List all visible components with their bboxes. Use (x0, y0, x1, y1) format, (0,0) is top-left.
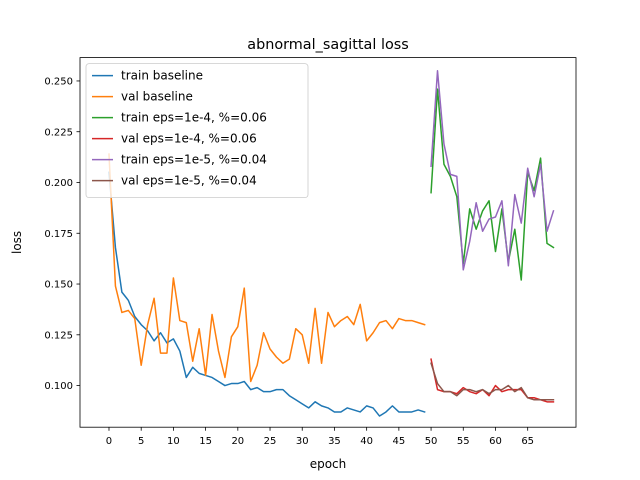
chart-title: abnormal_sagittal loss (247, 37, 409, 53)
x-axis-ticks: 0 5 10 15 20 25 30 35 40 45 50 55 60 65 (106, 427, 534, 447)
legend-label: val baseline (121, 90, 193, 104)
x-tick-label: 30 (296, 436, 309, 447)
legend-box (85, 63, 309, 198)
legend-label: val eps=1e-4, %=0.06 (121, 132, 257, 146)
series-line-1 (108, 153, 426, 383)
y-tick-label: 0.150 (44, 280, 73, 291)
legend-label: train eps=1e-5, %=0.04 (121, 153, 267, 167)
series-line-5 (430, 362, 555, 401)
legend-label: train baseline (121, 69, 203, 83)
y-tick-label: 0.200 (44, 178, 73, 189)
x-tick-label: 20 (231, 436, 244, 447)
series-layer (108, 70, 555, 417)
x-tick-label: 35 (328, 436, 341, 447)
x-tick-label: 10 (167, 436, 180, 447)
y-tick-label: 0.125 (44, 330, 73, 341)
x-tick-label: 40 (360, 436, 373, 447)
legend-label: train eps=1e-4, %=0.06 (121, 111, 267, 125)
y-tick-label: 0.175 (44, 229, 73, 240)
y-tick-label: 0.250 (44, 77, 73, 88)
legend: train baseline val baseline train eps=1e-4… (85, 63, 309, 198)
x-tick-label: 55 (457, 436, 470, 447)
series-line-2 (430, 88, 555, 281)
y-tick-label: 0.225 (44, 127, 73, 138)
x-tick-label: 5 (138, 436, 144, 447)
y-axis-label: loss (10, 231, 24, 254)
y-axis-ticks: 0.100 0.125 0.150 0.175 0.200 0.225 0.250 (44, 77, 80, 392)
x-tick-label: 50 (425, 436, 438, 447)
x-axis-label: epoch (310, 457, 347, 471)
x-tick-label: 60 (489, 436, 502, 447)
series-line-4 (430, 70, 555, 271)
x-tick-label: 0 (106, 436, 112, 447)
legend-label: val eps=1e-5, %=0.04 (121, 174, 257, 188)
plot-frame (79, 57, 577, 428)
x-tick-label: 15 (199, 436, 212, 447)
x-tick-label: 45 (392, 436, 405, 447)
y-tick-label: 0.100 (44, 381, 73, 392)
series-line-0 (108, 171, 426, 417)
x-tick-label: 65 (521, 436, 534, 447)
x-tick-label: 25 (264, 436, 277, 447)
